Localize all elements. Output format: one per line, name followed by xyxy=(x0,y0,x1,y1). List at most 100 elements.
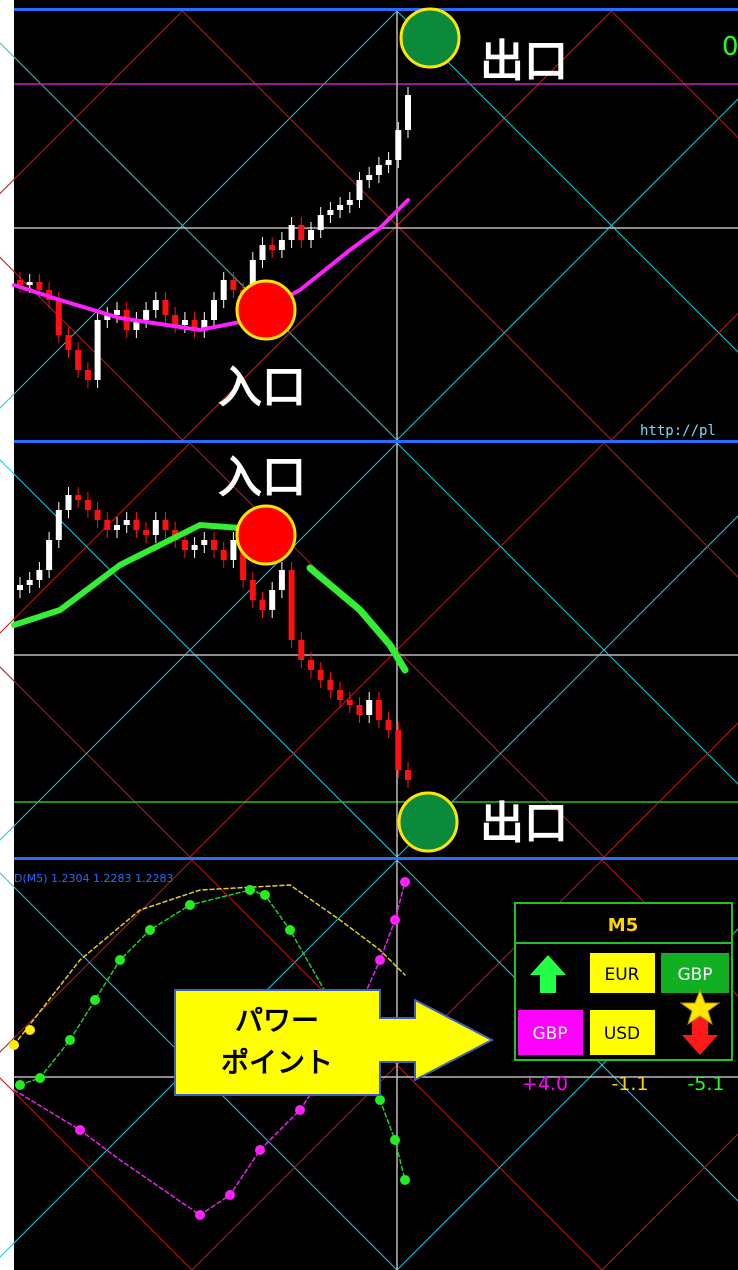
diagonal xyxy=(0,256,183,441)
candle-body xyxy=(201,320,208,330)
line xyxy=(13,884,406,1046)
cell-text: GBP xyxy=(532,1024,567,1044)
entry-marker xyxy=(235,279,297,341)
candle-body xyxy=(308,230,314,240)
dot xyxy=(285,925,295,935)
candle-body xyxy=(152,300,159,310)
callout-text: パワー xyxy=(235,1004,319,1037)
dot xyxy=(65,1035,75,1045)
candle-body xyxy=(385,720,392,730)
candle-body xyxy=(162,300,169,315)
candle-body xyxy=(385,160,392,165)
candle-body xyxy=(269,590,276,610)
dot xyxy=(400,877,410,887)
separator xyxy=(14,8,738,11)
candle-body xyxy=(94,510,101,520)
cell-text: EUR xyxy=(605,965,640,985)
candle-body xyxy=(327,210,334,215)
candle-body xyxy=(36,282,43,290)
dot xyxy=(245,885,255,895)
candle-body xyxy=(288,225,295,240)
candle-body xyxy=(181,540,188,550)
separator xyxy=(14,857,738,860)
candle-body xyxy=(75,495,82,500)
candle-body xyxy=(133,520,140,530)
candle-body xyxy=(211,540,217,550)
candle-body xyxy=(375,165,382,175)
candle-body xyxy=(220,280,227,300)
diagonal xyxy=(611,10,738,139)
candle-body xyxy=(123,520,130,525)
diagonal xyxy=(603,722,738,858)
indicator-info: D(M5) 1.2304 1.2283 1.2283 xyxy=(14,872,174,885)
candle-body xyxy=(366,700,373,715)
candle-body xyxy=(356,180,363,200)
callout-text: ポイント xyxy=(221,1046,333,1079)
candle-body xyxy=(162,520,169,530)
dot xyxy=(390,915,400,925)
candle-body xyxy=(395,730,402,770)
candle-body xyxy=(356,705,363,715)
candle-body xyxy=(317,215,324,230)
candle-body xyxy=(278,240,285,250)
candle-body xyxy=(405,95,411,130)
price-marks xyxy=(9,87,411,1220)
candle-body xyxy=(114,310,120,315)
diagonal xyxy=(0,459,398,858)
panel-title: M5 xyxy=(608,915,638,936)
dot xyxy=(255,1145,265,1155)
candle-body xyxy=(366,175,373,180)
dot xyxy=(225,1190,235,1200)
candle-body xyxy=(152,520,159,535)
cell xyxy=(518,1010,583,1055)
candle-body xyxy=(191,545,198,550)
candle-body xyxy=(298,225,305,240)
candle-body xyxy=(346,200,353,205)
dot xyxy=(260,890,270,900)
candle-body xyxy=(181,320,188,325)
dot xyxy=(400,1175,410,1185)
up-arrow xyxy=(530,955,566,993)
exit-label: 出口 xyxy=(480,798,568,849)
candle-body xyxy=(346,700,353,705)
dot xyxy=(35,1073,45,1083)
cell-text: GBP xyxy=(677,965,712,985)
candle-body xyxy=(249,260,256,300)
dot xyxy=(185,900,195,910)
candle-body xyxy=(133,320,140,330)
candle-body xyxy=(395,130,402,160)
score: -5.1 xyxy=(687,1073,724,1095)
diagonal xyxy=(396,859,738,1202)
candle-body xyxy=(269,245,276,250)
line xyxy=(306,564,409,674)
corner-digit: 0 xyxy=(722,32,738,62)
line xyxy=(11,521,243,628)
dot xyxy=(375,955,385,965)
candle-body xyxy=(104,520,111,530)
candle-body xyxy=(104,315,111,320)
entry-label: 入口 xyxy=(218,362,306,413)
dot xyxy=(15,1080,25,1090)
candle-body xyxy=(317,670,324,680)
dot xyxy=(9,1040,19,1050)
diagonal xyxy=(603,442,738,578)
candle-body xyxy=(288,570,295,640)
candle-body xyxy=(65,495,72,510)
exit-marker xyxy=(399,7,461,69)
down-arrow xyxy=(682,1015,718,1055)
entry-marker xyxy=(235,504,297,566)
candle-body xyxy=(26,282,33,285)
dot xyxy=(195,1210,205,1220)
candle-body xyxy=(278,570,285,590)
candle-body xyxy=(308,660,314,670)
candle-body xyxy=(230,540,237,560)
candle-body xyxy=(84,370,91,380)
candle-body xyxy=(46,540,53,570)
candle-body xyxy=(55,300,62,335)
score: -1.1 xyxy=(611,1073,648,1095)
candle-body xyxy=(55,510,62,540)
dot xyxy=(390,1135,400,1145)
candle-body xyxy=(337,205,344,210)
diagonal xyxy=(611,312,738,441)
callout xyxy=(174,989,495,1096)
